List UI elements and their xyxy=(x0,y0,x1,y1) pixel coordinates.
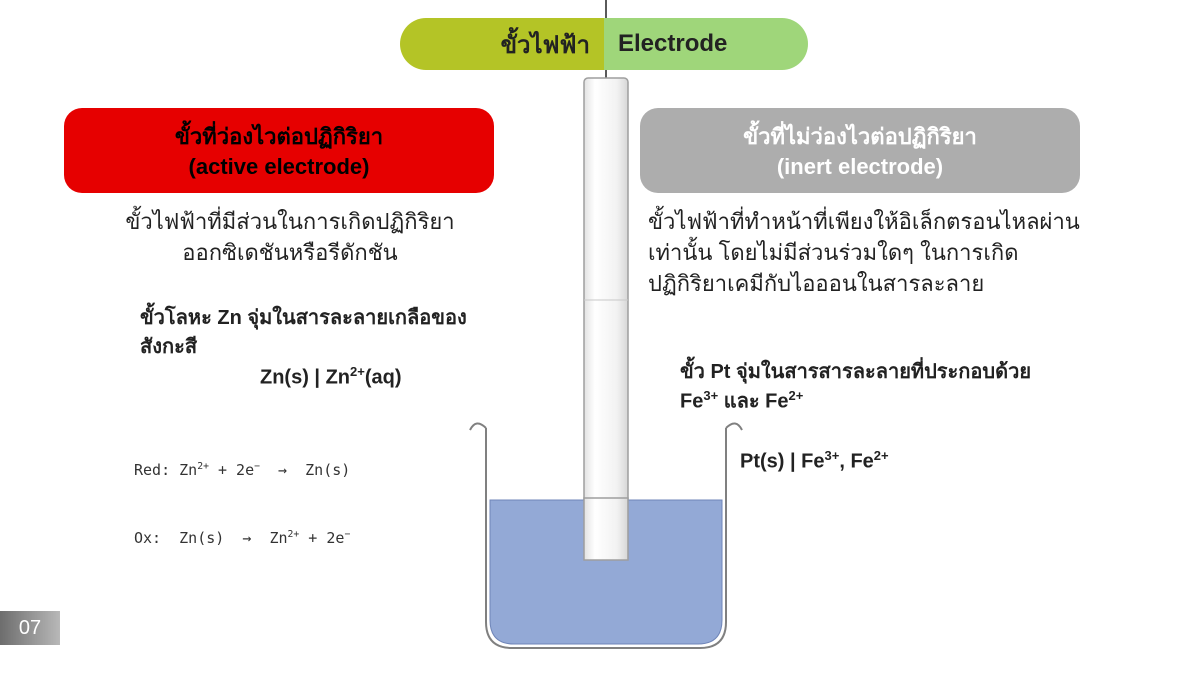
inert-notation: Pt(s) | Fe3+, Fe2+ xyxy=(740,448,889,474)
active-description: ขั้วไฟฟ้าที่มีส่วนในการเกิดปฏิกิริยาออกซ… xyxy=(90,206,490,268)
inert-electrode-heading: ขั้วที่ไม่ว่องไวต่อปฏิกิริยา (inert elec… xyxy=(640,108,1080,193)
active-heading-en: (active electrode) xyxy=(84,152,474,182)
page-number-tab: 07 xyxy=(0,611,60,645)
inert-example: ขั้ว Pt จุ่มในสารสารละลายที่ประกอบด้วย F… xyxy=(680,358,1050,417)
title-thai: ขั้วไฟฟ้า xyxy=(400,18,604,70)
title-pill: ขั้วไฟฟ้า Electrode xyxy=(400,18,808,70)
half-reactions: Red: Zn2+ + 2e− → Zn(s) Ox: Zn(s) → Zn2+… xyxy=(134,414,350,594)
reduction-eq: Red: Zn2+ + 2e− → Zn(s) xyxy=(134,459,350,482)
oxidation-eq: Ox: Zn(s) → Zn2+ + 2e− xyxy=(134,527,350,550)
active-example: ขั้วโลหะ Zn จุ่มในสารละลายเกลือของสังกะส… xyxy=(140,304,510,362)
inert-heading-en: (inert electrode) xyxy=(660,152,1060,182)
active-notation: Zn(s) | Zn2+(aq) xyxy=(260,364,402,390)
active-electrode-heading: ขั้วที่ว่องไวต่อปฏิกิริยา (active electr… xyxy=(64,108,494,193)
active-heading-thai: ขั้วที่ว่องไวต่อปฏิกิริยา xyxy=(84,122,474,152)
inert-description: ขั้วไฟฟ้าที่ทำหน้าที่เพียงให้อิเล็กตรอนไ… xyxy=(648,206,1088,300)
title-en: Electrode xyxy=(604,18,808,70)
inert-heading-thai: ขั้วที่ไม่ว่องไวต่อปฏิกิริยา xyxy=(660,122,1060,152)
